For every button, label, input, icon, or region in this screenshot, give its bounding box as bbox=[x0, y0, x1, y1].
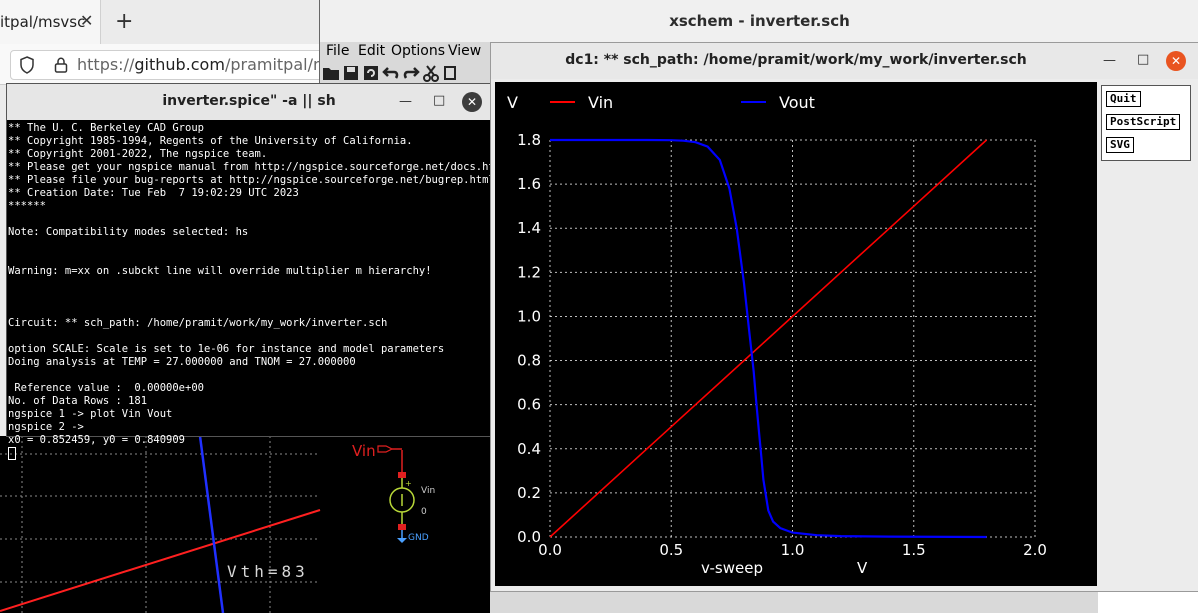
y-axis-label: V bbox=[507, 93, 518, 112]
schematic-graph: + bbox=[0, 436, 415, 613]
schematic-vout-line bbox=[198, 436, 225, 613]
quit-button[interactable]: Quit bbox=[1106, 91, 1141, 107]
browser-tab[interactable]: itpal/msvsc ✕ bbox=[0, 0, 101, 44]
lock-icon[interactable] bbox=[53, 56, 69, 74]
plot-button-panel: Quit PostScript SVG bbox=[1101, 85, 1191, 161]
save-icon[interactable] bbox=[342, 64, 360, 82]
y-tick-label: 1.6 bbox=[517, 175, 541, 193]
shield-icon[interactable] bbox=[19, 56, 35, 74]
svg-button[interactable]: SVG bbox=[1106, 137, 1134, 153]
vin-pin-label[interactable]: Vin bbox=[352, 442, 376, 460]
terminal-line: No. of Data Rows : 181 bbox=[8, 395, 148, 407]
svg-text:+: + bbox=[405, 479, 412, 488]
y-tick-label: 0.0 bbox=[517, 528, 541, 546]
terminal-line: x0 = 0.852459, y0 = 0.840909 bbox=[8, 434, 186, 446]
x-tick-label: 2.0 bbox=[1023, 541, 1047, 559]
terminal-window: inverter.spice" -a || sh — □ ✕ ** The U.… bbox=[6, 83, 507, 460]
terminal-line: ** Copyright 1985-1994, Regents of the U… bbox=[8, 135, 413, 147]
redo-icon[interactable] bbox=[402, 64, 420, 82]
vout-series-line bbox=[550, 138, 987, 539]
close-tab-icon[interactable]: ✕ bbox=[80, 11, 94, 30]
dc-sweep-chart: 0.0 0.5 1.0 1.5 2.0 0.0 0.2 0.4 0.6 0.8 1.0 1.2 1.4 1… bbox=[507, 93, 1047, 577]
new-tab-button[interactable]: + bbox=[115, 9, 134, 34]
terminal-line: ** Please file your bug-reports at http:… bbox=[8, 174, 495, 186]
menu-edit[interactable]: Edit bbox=[358, 43, 386, 59]
url-text: https://github.com/pramitpal/msvs bbox=[77, 55, 355, 74]
y-tick-label: 0.8 bbox=[517, 352, 541, 370]
gnd-label: GND bbox=[408, 533, 429, 543]
x-tick-label: 1.0 bbox=[781, 541, 805, 559]
reload-icon[interactable] bbox=[362, 64, 380, 82]
minimize-icon[interactable]: — bbox=[399, 94, 412, 109]
y-tick-label: 0.6 bbox=[517, 396, 541, 414]
x-axis-label: v-sweep bbox=[701, 559, 763, 577]
terminal-line: ** Please get your ngspice manual from h… bbox=[8, 161, 508, 173]
y-tick-label: 1.8 bbox=[517, 131, 541, 149]
postscript-button[interactable]: PostScript bbox=[1106, 114, 1181, 130]
close-icon[interactable]: ✕ bbox=[462, 92, 482, 112]
y-tick-label: 1.2 bbox=[517, 263, 541, 281]
terminal-line: ** The U. C. Berkeley CAD Group bbox=[8, 122, 204, 134]
source-value-label: 0 bbox=[421, 507, 427, 517]
url-bar[interactable]: https://github.com/pramitpal/msvs bbox=[10, 50, 355, 80]
terminal-line: ngspice 1 -> plot Vin Vout bbox=[8, 408, 173, 420]
plot-title: dc1: ** sch_path: /home/pramit/work/my_w… bbox=[565, 52, 1027, 68]
maximize-icon[interactable]: □ bbox=[1137, 52, 1150, 67]
schematic-grid bbox=[0, 436, 320, 613]
terminal-line: Warning: m=xx on .subckt line will overr… bbox=[8, 265, 432, 277]
open-folder-icon[interactable] bbox=[322, 64, 340, 82]
terminal-title: inverter.spice" -a || sh bbox=[162, 93, 336, 109]
x-tick-label: 0.0 bbox=[538, 541, 562, 559]
vth-label: Vth=83 bbox=[227, 562, 309, 581]
terminal-line: option SCALE: Scale is set to 1e-06 for … bbox=[8, 343, 445, 355]
y-tick-label: 0.2 bbox=[517, 484, 541, 502]
plot-area[interactable]: 0.0 0.5 1.0 1.5 2.0 0.0 0.2 0.4 0.6 0.8 1.0 1.2 1.4 1… bbox=[495, 82, 1097, 586]
terminal-line: ** Creation Date: Tue Feb 7 19:02:29 UTC… bbox=[8, 187, 299, 199]
source-name-label: Vin bbox=[421, 486, 436, 496]
maximize-icon[interactable]: □ bbox=[433, 93, 446, 108]
copy-icon[interactable] bbox=[442, 64, 460, 82]
terminal-line: ngspice 2 -> bbox=[8, 421, 84, 433]
menu-view[interactable]: View bbox=[448, 43, 482, 59]
undo-icon[interactable] bbox=[382, 64, 400, 82]
plot-titlebar[interactable]: dc1: ** sch_path: /home/pramit/work/my_w… bbox=[491, 43, 1198, 79]
legend-label: Vout bbox=[779, 93, 815, 112]
vin-series-line bbox=[549, 139, 988, 538]
schematic-vin-line bbox=[0, 509, 321, 612]
terminal-titlebar[interactable]: inverter.spice" -a || sh — □ ✕ bbox=[7, 84, 491, 120]
terminal-cursor-line bbox=[8, 447, 16, 462]
y-tick-label: 1.0 bbox=[517, 307, 541, 325]
y-tick-label: 0.4 bbox=[517, 440, 541, 458]
plot-window: dc1: ** sch_path: /home/pramit/work/my_w… bbox=[490, 42, 1198, 592]
browser-toolbar: https://github.com/pramitpal/msvs bbox=[0, 44, 355, 85]
terminal-line: ****** bbox=[8, 200, 46, 212]
terminal-line: Circuit: ** sch_path: /home/pramit/work/… bbox=[8, 317, 388, 329]
y-tick-label: 1.4 bbox=[517, 219, 541, 237]
terminal-line: Note: Compatibility modes selected: hs bbox=[8, 226, 249, 238]
url-host: github.com bbox=[134, 55, 225, 74]
x-tick-label: 0.5 bbox=[659, 541, 683, 559]
xschem-title: xschem - inverter.sch bbox=[669, 12, 850, 30]
terminal-output[interactable]: ** The U. C. Berkeley CAD Group ** Copyri… bbox=[8, 122, 507, 460]
voltage-source-symbol[interactable]: + bbox=[377, 445, 415, 543]
legend-label: Vin bbox=[588, 93, 613, 112]
xschem-titlebar[interactable]: xschem - inverter.sch bbox=[320, 0, 1198, 43]
x-tick-label: 1.5 bbox=[902, 541, 926, 559]
schematic-canvas[interactable]: + bbox=[0, 436, 490, 613]
menu-options[interactable]: Options bbox=[391, 43, 446, 59]
terminal-line: Reference value : 0.00000e+00 bbox=[8, 382, 204, 394]
cut-icon[interactable] bbox=[422, 64, 440, 82]
close-icon[interactable]: ✕ bbox=[1166, 51, 1186, 71]
browser-tab-title: itpal/msvsc bbox=[0, 13, 86, 31]
url-scheme: https:// bbox=[77, 55, 135, 74]
terminal-line: Doing analysis at TEMP = 27.000000 and T… bbox=[8, 356, 356, 368]
minimize-icon[interactable]: — bbox=[1103, 53, 1116, 68]
menu-file[interactable]: File bbox=[326, 43, 350, 59]
x-axis-unit: V bbox=[857, 559, 868, 577]
terminal-line: ** Copyright 2001-2022, The ngspice team… bbox=[8, 148, 268, 160]
terminal-cursor bbox=[8, 447, 16, 460]
